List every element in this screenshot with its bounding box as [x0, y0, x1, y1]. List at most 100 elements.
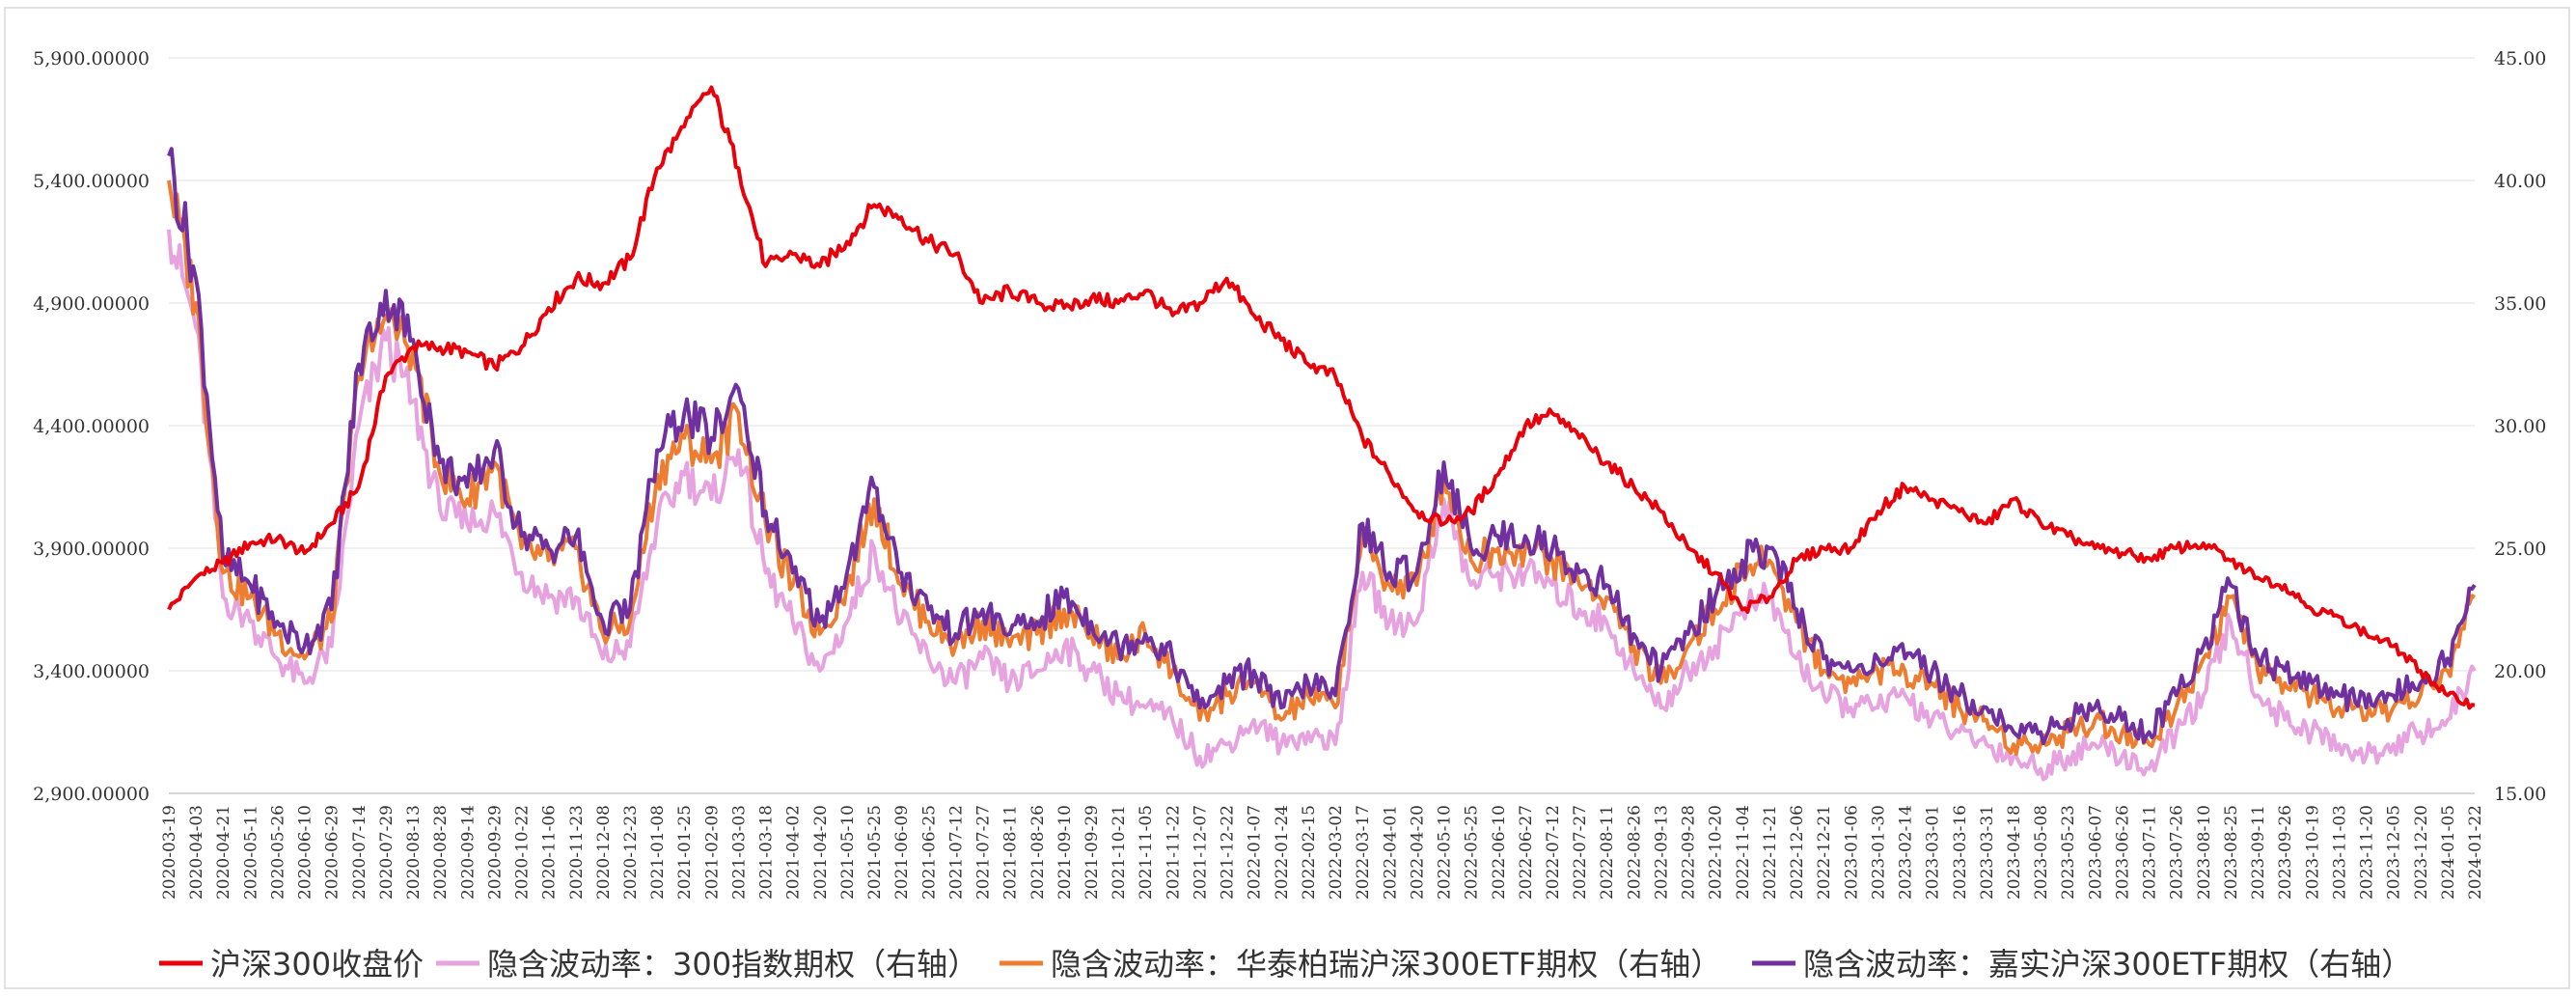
x-tick-label: 2022-09-28 — [1680, 805, 1699, 900]
x-tick-label: 2022-07-27 — [1571, 805, 1590, 900]
x-tick-label: 2022-02-15 — [1300, 805, 1319, 900]
legend-item-huatai-etf-option-iv: 隐含波动率：华泰柏瑞沪深300ETF期权（右轴） — [1000, 946, 1721, 983]
x-tick-label: 2021-08-26 — [1028, 805, 1048, 900]
x-tick-label: 2022-07-12 — [1544, 805, 1563, 900]
y-right-tick-label: 45.00 — [2494, 48, 2546, 69]
x-tick-label: 2022-03-17 — [1354, 805, 1373, 900]
y-right-tick-label: 35.00 — [2494, 293, 2546, 315]
x-tick-label: 2021-07-12 — [946, 805, 966, 900]
x-tick-label: 2020-10-22 — [513, 805, 533, 900]
x-tick-label: 2020-04-21 — [214, 805, 233, 900]
y-left-tick-label: 3,900.00000 — [33, 539, 150, 560]
x-tick-label: 2023-01-30 — [1869, 805, 1888, 900]
x-tick-label: 2021-03-18 — [757, 805, 777, 900]
x-tick-label: 2021-09-29 — [1082, 805, 1102, 900]
x-tick-label: 2022-04-01 — [1381, 805, 1400, 900]
series-line — [167, 147, 2477, 746]
x-tick-label: 2023-05-23 — [2059, 805, 2078, 900]
x-tick-label: 2023-09-11 — [2249, 805, 2268, 900]
x-tick-label: 2021-04-20 — [811, 805, 831, 900]
y-left-tick-label: 3,400.00000 — [33, 661, 150, 682]
x-tick-label: 2020-09-29 — [485, 805, 505, 900]
y-left-tick-label: 4,400.00000 — [33, 416, 150, 437]
x-tick-label: 2022-10-20 — [1707, 805, 1726, 900]
y-left-tick-label: 4,900.00000 — [33, 293, 150, 315]
x-tick-label: 2023-03-16 — [1951, 805, 1970, 900]
x-tick-label: 2020-06-29 — [323, 805, 343, 900]
x-tick-label: 2023-08-10 — [2195, 805, 2214, 900]
x-tick-label: 2022-11-21 — [1761, 805, 1780, 900]
legend-label: 隐含波动率：300指数期权（右轴） — [487, 946, 978, 983]
x-tick-label: 2023-06-07 — [2086, 805, 2105, 900]
x-tick-label: 2020-11-06 — [540, 805, 560, 900]
x-tick-label: 2023-07-26 — [2168, 805, 2187, 900]
x-tick-label: 2022-01-24 — [1273, 805, 1292, 900]
y-right-tick-label: 30.00 — [2494, 416, 2546, 437]
legend: 沪深300收盘价 隐含波动率：300指数期权（右轴） 隐含波动率：华泰柏瑞沪深3… — [159, 946, 2412, 983]
x-tick-label: 2022-08-26 — [1625, 805, 1644, 900]
series-line — [167, 229, 2477, 782]
x-tick-label: 2023-03-01 — [1924, 805, 1943, 900]
x-tick-label: 2020-12-08 — [594, 805, 614, 900]
y-right-tick-label: 15.00 — [2494, 784, 2546, 805]
x-tick-label: 2020-12-23 — [621, 805, 641, 900]
x-tick-label: 2021-10-21 — [1110, 805, 1129, 900]
x-tick-label: 2020-11-23 — [567, 805, 587, 900]
x-tick-label: 2020-09-14 — [458, 805, 478, 900]
x-tick-label: 2022-09-13 — [1652, 805, 1671, 900]
x-tick-label: 2022-05-25 — [1463, 805, 1482, 900]
x-tick-label: 2022-12-06 — [1788, 805, 1807, 900]
x-tick-label: 2021-05-25 — [865, 805, 885, 900]
x-tick-label: 2020-04-03 — [187, 805, 206, 900]
x-tick-label: 2022-12-21 — [1815, 805, 1834, 900]
left-y-axis: 2,900.00000 3,400.00000 3,900.00000 4,400.0… — [33, 48, 150, 805]
x-tick-label: 2023-06-26 — [2113, 805, 2132, 900]
x-tick-label: 2022-01-07 — [1246, 805, 1265, 900]
x-tick-label: 2023-10-19 — [2303, 805, 2322, 900]
x-tick-label: 2020-05-11 — [241, 805, 260, 900]
y-left-tick-label: 5,400.00000 — [33, 171, 150, 192]
legend-label: 隐含波动率：嘉实沪深300ETF期权（右轴） — [1803, 946, 2412, 983]
y-right-tick-label: 20.00 — [2494, 661, 2546, 682]
y-right-tick-label: 40.00 — [2494, 171, 2546, 192]
x-tick-label: 2021-12-07 — [1191, 805, 1210, 900]
x-tick-label: 2023-11-20 — [2358, 805, 2377, 900]
legend-label: 隐含波动率：华泰柏瑞沪深300ETF期权（右轴） — [1051, 946, 1721, 983]
legend-label: 沪深300收盘价 — [210, 946, 424, 983]
right-y-axis: 15.00 20.00 25.00 30.00 35.00 40.00 45.00 — [2494, 48, 2546, 805]
x-axis: 2020-03-19 2020-04-03 2020-04-21 2020-05-11… — [160, 805, 2485, 900]
series-line — [167, 180, 2476, 757]
series-line — [167, 85, 2476, 710]
legend-item-index-option-iv: 隐含波动率：300指数期权（右轴） — [436, 946, 978, 983]
x-tick-label: 2023-11-03 — [2330, 805, 2349, 900]
x-tick-label: 2022-04-20 — [1408, 805, 1427, 900]
x-tick-label: 2021-12-22 — [1219, 805, 1238, 900]
legend-item-hs300-close: 沪深300收盘价 — [159, 946, 424, 983]
x-tick-label: 2023-12-20 — [2412, 805, 2431, 900]
x-tick-label: 2020-08-13 — [404, 805, 424, 900]
x-tick-label: 2023-12-05 — [2385, 805, 2404, 900]
x-tick-label: 2021-08-11 — [1001, 805, 1021, 900]
x-tick-label: 2023-02-14 — [1897, 805, 1916, 900]
x-tick-label: 2022-06-10 — [1490, 805, 1509, 900]
x-tick-label: 2021-02-09 — [702, 805, 722, 900]
x-tick-label: 2023-09-26 — [2276, 805, 2295, 900]
x-tick-label: 2024-01-05 — [2439, 805, 2458, 900]
x-tick-label: 2023-04-18 — [2005, 805, 2024, 900]
x-tick-label: 2020-07-29 — [377, 805, 397, 900]
y-left-tick-label: 5,900.00000 — [33, 48, 150, 69]
x-tick-label: 2021-01-25 — [675, 805, 695, 900]
x-tick-label: 2020-06-10 — [296, 805, 315, 900]
series-lines — [167, 85, 2477, 782]
x-tick-label: 2023-01-06 — [1842, 805, 1861, 900]
x-tick-label: 2023-03-31 — [1978, 805, 1997, 900]
x-tick-label: 2020-08-28 — [431, 805, 451, 900]
x-tick-label: 2020-07-14 — [350, 805, 370, 900]
x-tick-label: 2021-06-25 — [919, 805, 939, 900]
x-tick-label: 2021-09-10 — [1055, 805, 1075, 900]
y-left-tick-label: 2,900.00000 — [33, 784, 150, 805]
x-tick-label: 2021-06-09 — [892, 805, 912, 900]
x-tick-label: 2021-04-02 — [784, 805, 804, 900]
